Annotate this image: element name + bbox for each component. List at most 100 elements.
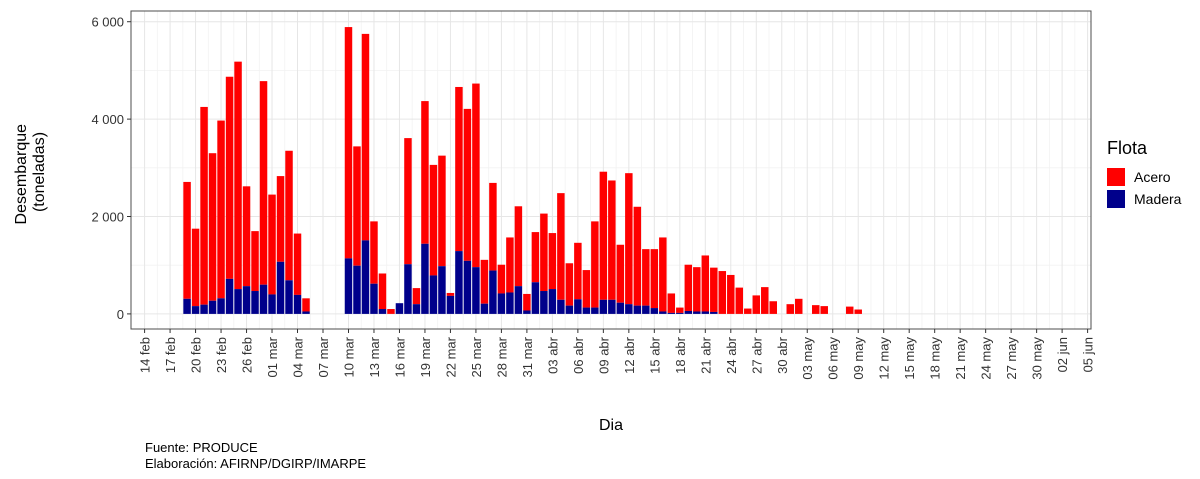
bar-acero bbox=[463, 108, 472, 261]
bar-madera bbox=[259, 284, 268, 314]
bar-madera bbox=[225, 278, 234, 314]
bar-acero bbox=[718, 271, 727, 314]
y-axis-title-line2: (toneladas) bbox=[31, 132, 48, 212]
legend-label-acero: Acero bbox=[1134, 169, 1171, 185]
bar-madera bbox=[251, 291, 259, 314]
x-tick-label: 15 may bbox=[902, 337, 917, 380]
bar-acero bbox=[616, 244, 625, 303]
bar-madera bbox=[412, 304, 421, 314]
bar-madera bbox=[217, 298, 225, 314]
bar-madera bbox=[395, 303, 404, 314]
caption-source: Fuente: PRODUCE bbox=[145, 440, 258, 455]
bar-acero bbox=[701, 255, 710, 312]
legend: Flota Acero Madera bbox=[1107, 138, 1182, 208]
x-tick-label: 12 abr bbox=[622, 336, 637, 374]
bar-acero bbox=[667, 293, 676, 313]
x-tick-label: 06 may bbox=[826, 337, 841, 380]
bar-acero bbox=[531, 232, 540, 283]
bar-madera bbox=[404, 264, 412, 314]
bar-acero bbox=[735, 287, 744, 314]
bar-madera bbox=[659, 311, 667, 314]
bar-acero bbox=[234, 61, 242, 290]
y-tick-label: 0 bbox=[117, 307, 124, 322]
bar-acero bbox=[608, 180, 616, 300]
bar-madera bbox=[353, 265, 361, 314]
bar-acero bbox=[293, 233, 302, 295]
bar-madera bbox=[591, 307, 599, 314]
bar-acero bbox=[285, 150, 293, 281]
bar-madera bbox=[616, 302, 625, 314]
chart-caption: Fuente: PRODUCE Elaboración: AFIRNP/DGIR… bbox=[145, 440, 366, 472]
bar-acero bbox=[540, 213, 548, 292]
x-tick-label: 24 abr bbox=[724, 336, 739, 374]
x-tick-label: 03 may bbox=[800, 337, 815, 380]
bar-madera bbox=[693, 311, 701, 314]
plot-panel bbox=[130, 10, 1092, 330]
x-tick-label: 04 mar bbox=[291, 336, 306, 377]
x-tick-label: 13 mar bbox=[367, 336, 382, 377]
bar-acero bbox=[497, 264, 506, 294]
x-tick-label: 27 abr bbox=[749, 336, 764, 374]
y-tick-label: 6 000 bbox=[91, 15, 124, 30]
x-tick-label: 21 abr bbox=[698, 336, 713, 374]
bar-acero bbox=[599, 171, 608, 300]
bar-madera bbox=[370, 283, 378, 314]
bar-acero bbox=[727, 274, 735, 314]
bar-madera bbox=[557, 299, 565, 314]
bar-acero bbox=[455, 86, 463, 252]
bar-acero bbox=[302, 298, 310, 312]
x-tick-label: 10 mar bbox=[341, 336, 356, 377]
bar-acero bbox=[370, 221, 378, 284]
bar-acero bbox=[276, 176, 285, 262]
bar-acero bbox=[786, 304, 794, 314]
y-axis-title: Desembarque (toneladas) bbox=[13, 120, 48, 225]
bar-acero bbox=[514, 206, 523, 287]
bar-madera bbox=[429, 275, 438, 314]
y-tick-label: 2 000 bbox=[91, 210, 124, 225]
bar-madera bbox=[599, 299, 608, 314]
x-tick-label: 26 feb bbox=[240, 337, 255, 373]
x-axis-title: Dia bbox=[599, 417, 623, 434]
x-tick-label: 30 abr bbox=[775, 336, 790, 374]
legend-title: Flota bbox=[1107, 138, 1148, 158]
bar-acero bbox=[795, 298, 803, 314]
bar-acero bbox=[472, 83, 480, 268]
bar-acero bbox=[642, 249, 650, 306]
bar-acero bbox=[523, 293, 531, 311]
x-tick-label: 06 abr bbox=[571, 336, 586, 374]
bar-acero bbox=[251, 231, 259, 292]
bar-madera bbox=[684, 310, 693, 314]
bar-madera bbox=[480, 303, 489, 314]
bar-acero bbox=[812, 305, 820, 314]
bar-madera bbox=[676, 312, 684, 314]
bar-madera bbox=[421, 243, 429, 314]
x-tick-label: 30 may bbox=[1030, 337, 1045, 380]
bar-acero bbox=[684, 264, 693, 311]
plot-panel-border bbox=[130, 10, 1092, 330]
bar-madera bbox=[268, 294, 276, 314]
x-tick-label: 09 may bbox=[851, 337, 866, 380]
bar-acero bbox=[421, 101, 429, 244]
bar-acero bbox=[191, 228, 200, 307]
x-tick-label: 28 mar bbox=[494, 336, 509, 377]
bar-acero bbox=[574, 242, 582, 300]
bar-madera bbox=[540, 291, 548, 314]
bar-madera bbox=[302, 311, 310, 314]
bar-madera bbox=[361, 240, 370, 314]
bar-acero bbox=[582, 270, 591, 308]
bar-madera bbox=[625, 304, 633, 314]
bar-acero bbox=[854, 309, 862, 314]
bar-madera bbox=[191, 306, 200, 314]
bar-madera bbox=[633, 305, 642, 314]
x-tick-label: 03 abr bbox=[545, 336, 560, 374]
bar-acero bbox=[353, 146, 361, 266]
bar-madera bbox=[208, 300, 217, 314]
legend-swatch-acero bbox=[1107, 168, 1125, 186]
bar-acero bbox=[489, 182, 497, 271]
bar-acero bbox=[361, 33, 370, 241]
x-tick-label: 18 abr bbox=[673, 336, 688, 374]
x-tick-label: 27 may bbox=[1004, 337, 1019, 380]
bar-acero bbox=[676, 307, 684, 313]
bar-acero bbox=[378, 273, 387, 310]
bar-madera bbox=[667, 312, 676, 314]
